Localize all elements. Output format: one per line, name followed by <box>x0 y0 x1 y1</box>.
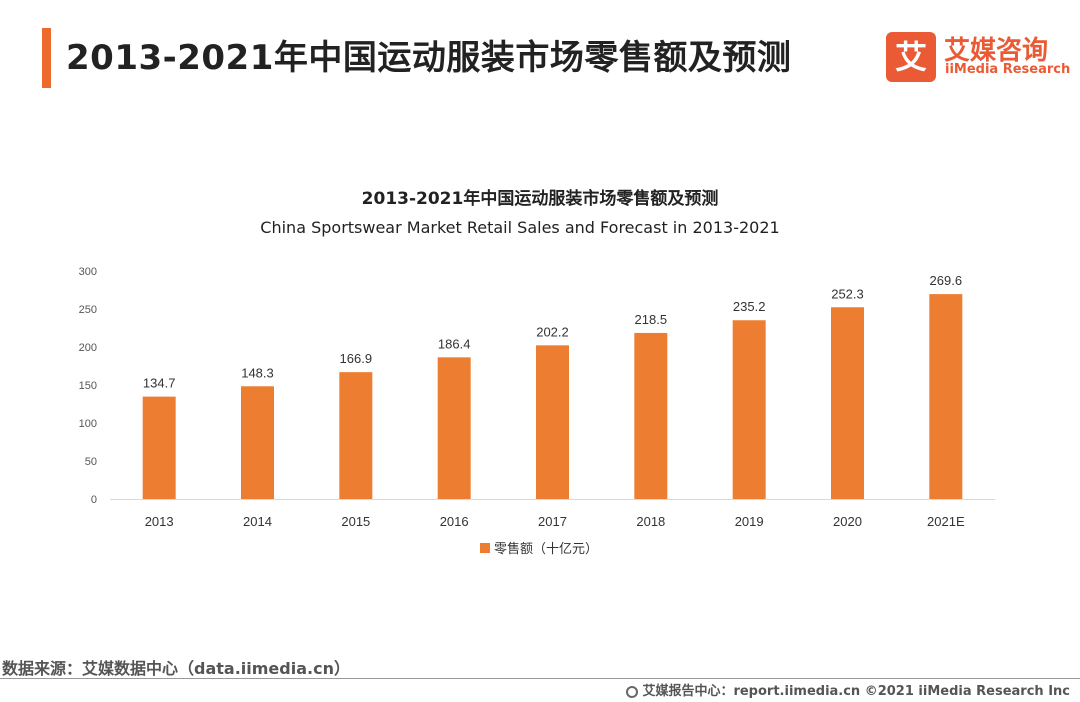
x-tick-label: 2018 <box>636 514 665 529</box>
data-label: 166.9 <box>340 351 373 366</box>
x-tick-label: 2015 <box>341 514 370 529</box>
logo-name-cn: 艾媒咨询 <box>944 36 1049 66</box>
x-tick-label: 2016 <box>440 514 469 529</box>
bar <box>142 396 176 499</box>
y-tick-label: 150 <box>79 380 97 392</box>
y-tick-label: 50 <box>85 456 97 468</box>
data-label: 134.7 <box>143 376 176 391</box>
x-tick-label: 2013 <box>145 514 174 529</box>
bar <box>437 357 471 499</box>
logo-name-en: iiMedia Research <box>945 62 1071 77</box>
y-tick-label: 200 <box>79 342 97 354</box>
chart-subtitle: China Sportswear Market Retail Sales and… <box>260 218 780 237</box>
bar <box>339 372 373 499</box>
bar <box>831 307 864 499</box>
chart-title: 2013-2021年中国运动服装市场零售额及预测 <box>361 189 719 209</box>
x-tick-label: 2014 <box>243 514 272 529</box>
bar <box>732 320 766 499</box>
footer-divider <box>0 678 1080 679</box>
x-tick-label: 2020 <box>833 514 862 529</box>
bar-chart: 0 50 100 150 200 250 300 134.7 2013 148.3 2014 166.… <box>79 266 995 557</box>
y-tick-label: 250 <box>79 304 97 316</box>
data-label: 252.3 <box>831 286 864 301</box>
bar <box>634 332 668 499</box>
y-tick-label: 100 <box>79 418 97 430</box>
globe-icon <box>626 686 639 698</box>
data-label: 235.2 <box>733 299 766 314</box>
bar <box>241 386 274 499</box>
y-tick-label: 300 <box>79 266 97 278</box>
footer-credit-text: 艾媒报告中心：report.iimedia.cn ©2021 iiMedia R… <box>642 684 1070 699</box>
page-title: 2013-2021年中国运动服装市场零售额及预测 <box>66 38 792 78</box>
bar <box>536 345 569 499</box>
data-label: 148.3 <box>241 365 274 380</box>
legend-label: 零售额（十亿元） <box>494 541 598 557</box>
x-tick-label: 2021E <box>927 514 965 529</box>
x-tick-label: 2017 <box>538 514 567 529</box>
bar <box>929 294 963 499</box>
data-label: 202.2 <box>536 324 569 339</box>
title-accent-bar <box>42 28 51 88</box>
data-label: 218.5 <box>635 312 668 327</box>
data-label: 186.4 <box>438 336 471 351</box>
data-source: 数据来源：艾媒数据中心（data.iimedia.cn） <box>2 659 350 678</box>
x-tick-label: 2019 <box>735 514 764 529</box>
y-tick-label: 0 <box>91 494 97 506</box>
logo-mark: 艾 <box>886 32 936 82</box>
data-label: 269.6 <box>930 273 963 288</box>
footer-credit: 艾媒报告中心：report.iimedia.cn ©2021 iiMedia R… <box>626 680 1070 699</box>
legend-swatch <box>480 543 490 553</box>
